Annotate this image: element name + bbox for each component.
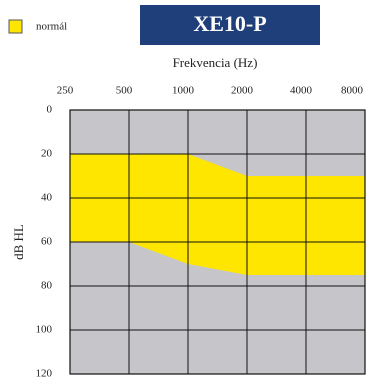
y-tick-label: 20 — [41, 148, 53, 160]
y-axis-label: dB HL — [11, 224, 26, 260]
x-tick-label: 8000 — [341, 85, 364, 97]
y-tick-label: 120 — [36, 368, 53, 378]
plot-frame — [69, 109, 366, 375]
legend-label: normál — [36, 21, 67, 33]
x-tick-label: 4000 — [290, 85, 313, 97]
x-tick-label: 250 — [57, 85, 74, 97]
x-tick-label: 2000 — [231, 85, 254, 97]
chart-title: XE10-P — [193, 11, 266, 36]
title-box — [140, 5, 320, 45]
x-tick-label: 500 — [116, 85, 133, 97]
y-tick-label: 100 — [36, 324, 53, 336]
range-area — [70, 154, 365, 275]
y-tick-label: 60 — [41, 236, 53, 248]
x-axis-label: Frekvencia (Hz) — [173, 55, 258, 70]
y-tick-label: 40 — [41, 192, 53, 204]
legend-swatch — [8, 19, 23, 34]
x-tick-label: 1000 — [172, 85, 195, 97]
y-tick-label: 0 — [47, 104, 53, 116]
y-tick-label: 80 — [41, 280, 53, 292]
